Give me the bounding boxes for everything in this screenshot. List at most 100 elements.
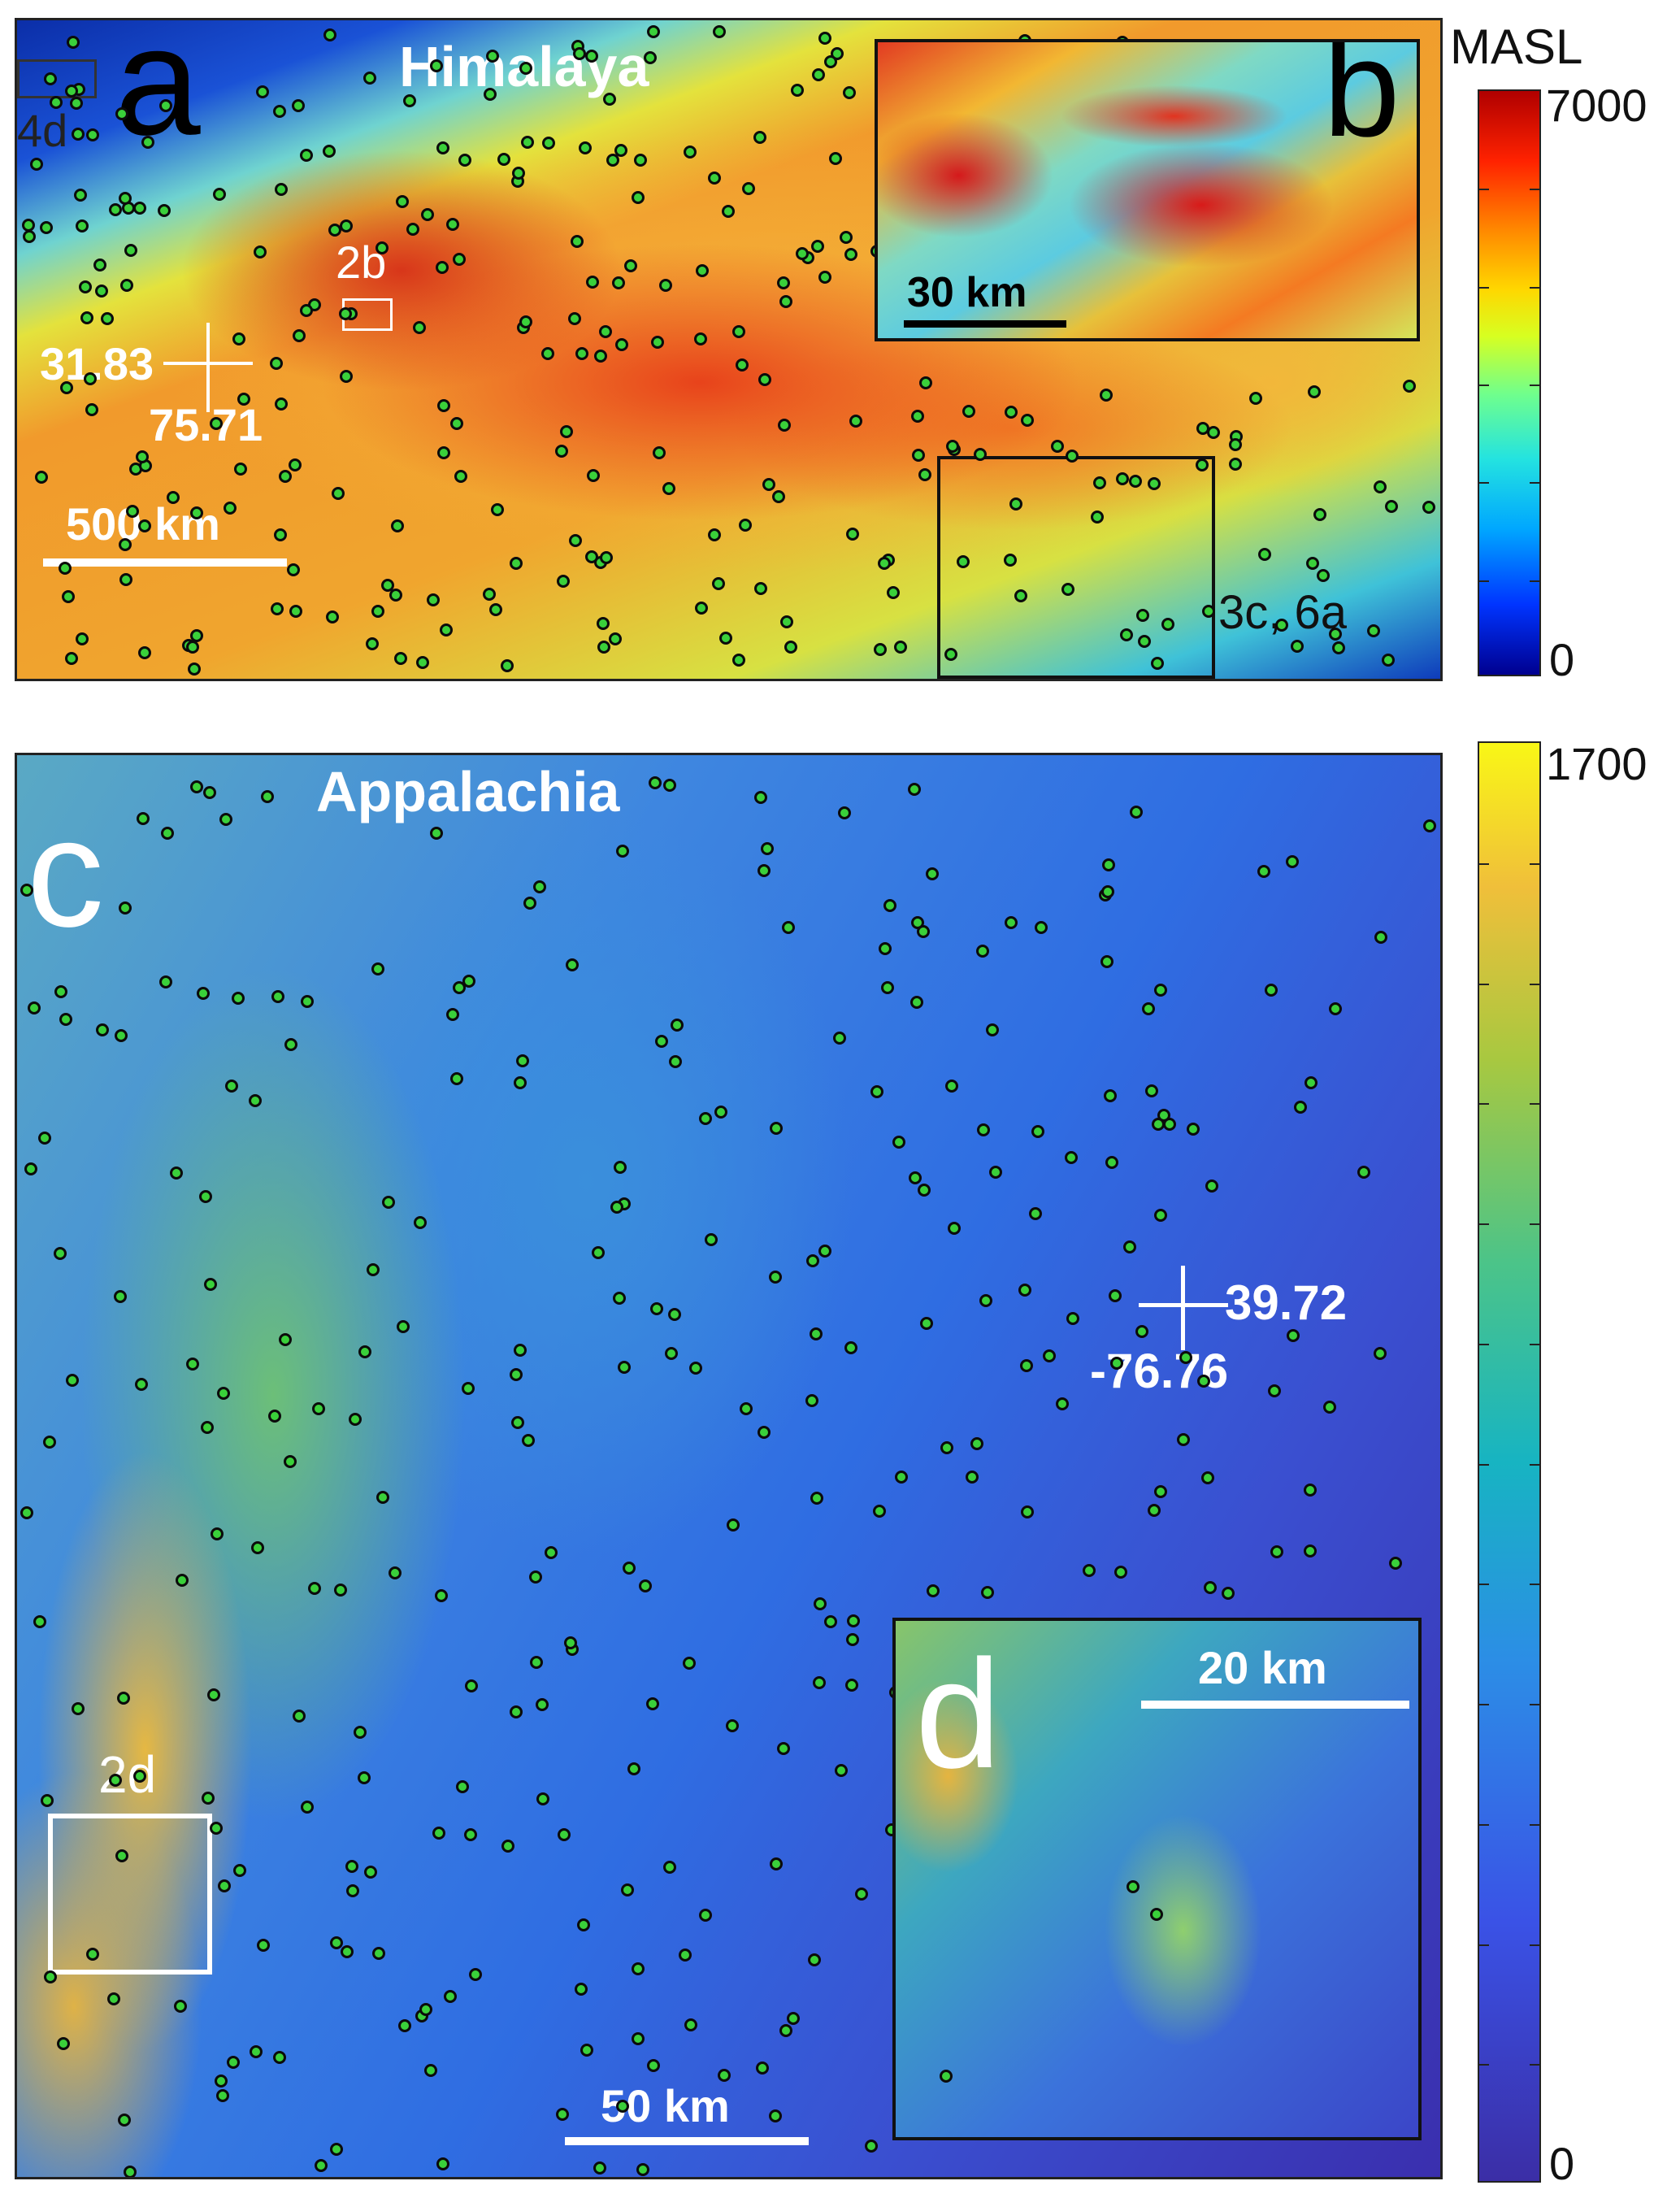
sample-point xyxy=(54,985,67,998)
sample-point xyxy=(1005,916,1018,929)
sample-point xyxy=(1004,554,1017,567)
sample-point xyxy=(1005,406,1018,419)
sample-point xyxy=(541,347,554,360)
panel-letter-c: c xyxy=(27,787,104,959)
sample-point xyxy=(326,610,339,623)
sample-point xyxy=(119,192,132,205)
sample-point xyxy=(732,325,745,338)
sample-point xyxy=(613,1292,626,1305)
sample-point xyxy=(1065,1151,1078,1164)
sample-point xyxy=(403,94,416,107)
sample-point xyxy=(456,1780,469,1793)
sample-point xyxy=(784,641,797,654)
sample-point xyxy=(371,962,384,975)
colorbar-tick xyxy=(1479,1223,1489,1225)
colorbar-tick xyxy=(1479,482,1489,484)
sample-point xyxy=(529,1571,542,1584)
sample-point xyxy=(330,1936,343,1949)
sample-point xyxy=(95,285,108,298)
sample-point xyxy=(824,1615,837,1628)
sample-point xyxy=(1249,392,1262,405)
sample-point xyxy=(739,519,752,532)
sample-point xyxy=(270,357,283,370)
sample-point xyxy=(840,231,853,244)
sample-point xyxy=(225,1080,238,1093)
sample-point xyxy=(511,1416,524,1429)
sample-point xyxy=(1066,450,1079,463)
sample-point xyxy=(699,1112,712,1125)
sample-point xyxy=(1129,475,1142,488)
sample-point xyxy=(138,646,151,659)
sample-point xyxy=(564,1636,577,1649)
scale-bar-b xyxy=(904,320,1066,328)
colorbar-a-min: 0 xyxy=(1549,634,1575,685)
sample-point xyxy=(1020,1359,1033,1372)
sample-point xyxy=(1161,618,1174,631)
sample-point xyxy=(778,419,791,432)
sample-point xyxy=(1258,548,1271,561)
sample-point xyxy=(586,276,599,289)
sample-point xyxy=(62,590,75,603)
sample-point xyxy=(1389,1557,1402,1570)
colorbar-tick xyxy=(1479,1464,1489,1466)
sample-point xyxy=(669,1055,682,1068)
sample-point xyxy=(530,1656,543,1669)
sample-point xyxy=(1142,1002,1155,1015)
sample-point xyxy=(1100,955,1113,968)
sample-point xyxy=(740,1402,753,1415)
marker-a-longitude: 75.71 xyxy=(149,399,263,450)
sample-point xyxy=(694,332,707,345)
sample-point xyxy=(430,827,443,840)
sample-point xyxy=(616,845,629,858)
sample-point xyxy=(199,1190,212,1203)
colorbar-tick xyxy=(1530,1464,1539,1466)
sample-point xyxy=(1043,1349,1056,1362)
sample-point xyxy=(119,901,132,915)
sample-point xyxy=(381,579,394,592)
sample-point xyxy=(568,312,581,325)
sample-point xyxy=(30,158,43,171)
sample-point xyxy=(301,1801,314,1814)
sample-point xyxy=(618,1361,631,1374)
sample-point xyxy=(93,259,106,272)
sample-point xyxy=(133,1770,146,1783)
sample-point xyxy=(256,85,269,98)
sample-point xyxy=(796,247,809,260)
sample-point xyxy=(74,189,87,202)
sample-point xyxy=(944,648,957,661)
sample-point xyxy=(571,235,584,248)
sample-point xyxy=(662,482,675,495)
sample-point xyxy=(65,85,78,98)
sample-point xyxy=(1093,476,1106,489)
sample-point xyxy=(345,1860,358,1873)
sample-point xyxy=(161,827,174,840)
sample-point xyxy=(1163,1118,1176,1131)
colorbar-tick xyxy=(1530,1103,1539,1105)
sample-point xyxy=(1374,1347,1387,1360)
sample-point xyxy=(57,2037,70,2050)
sample-point xyxy=(323,145,336,158)
sample-point xyxy=(1154,1209,1167,1222)
sample-point xyxy=(1083,1564,1096,1577)
marker-a-latitude: 31.83 xyxy=(40,338,154,389)
sample-point xyxy=(469,1968,482,1981)
region-box-2d xyxy=(48,1814,212,1975)
sample-point xyxy=(1275,619,1288,632)
sample-point xyxy=(989,1166,1002,1179)
sample-point xyxy=(293,1710,306,1723)
sample-point xyxy=(881,981,894,994)
sample-point xyxy=(585,50,598,63)
sample-point xyxy=(587,469,600,482)
sample-point xyxy=(1287,1329,1300,1342)
sample-point xyxy=(60,381,73,394)
sample-point xyxy=(918,1184,931,1197)
sample-point xyxy=(806,1254,819,1267)
sample-point xyxy=(612,276,625,289)
sample-point xyxy=(38,1132,51,1145)
sample-point xyxy=(367,1263,380,1276)
sample-point xyxy=(207,1688,220,1701)
sample-point xyxy=(514,1076,527,1089)
sample-point xyxy=(159,99,172,112)
sample-point xyxy=(512,167,525,180)
sample-point xyxy=(1130,806,1143,819)
